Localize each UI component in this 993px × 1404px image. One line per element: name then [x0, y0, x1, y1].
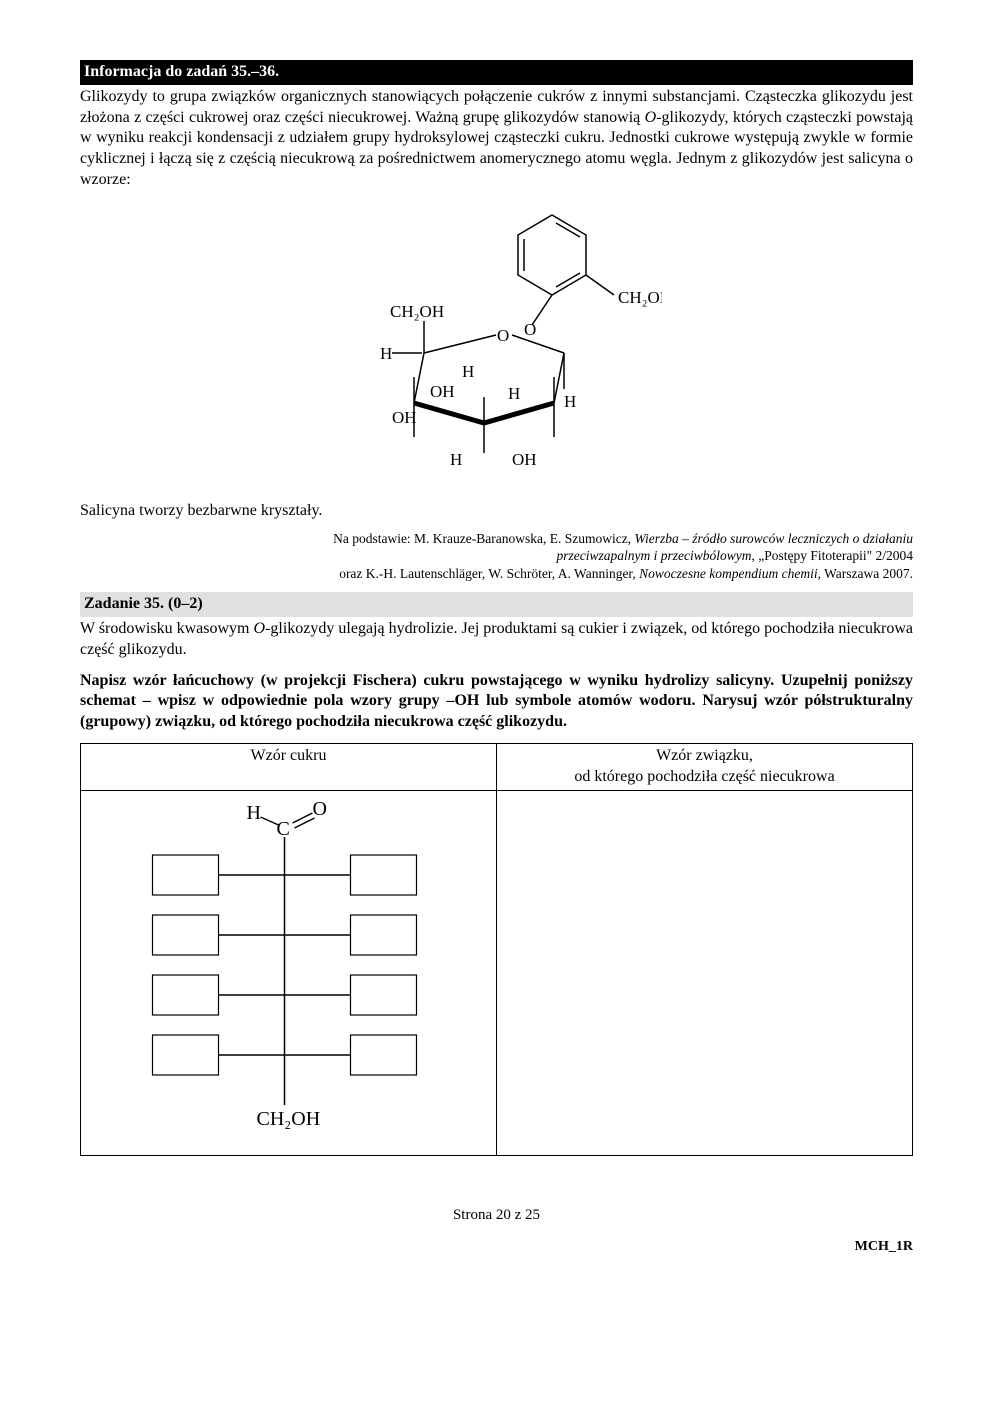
label-ch2oh-aryl: CH₂OH [618, 288, 662, 307]
label-ch2oh-ring: CH₂OH [390, 302, 444, 321]
cite-l1-ital: Wierzba – źródło surowców leczniczych o … [635, 531, 914, 546]
cite-l2-suffix: , „Postępy Fitoterapii" 2/2004 [752, 548, 914, 563]
aglycone-cell[interactable] [497, 790, 913, 1156]
col2-header-l1: Wzór związku, [656, 747, 753, 764]
fischer-c: C [277, 818, 290, 840]
label-oh-bottom: OH [512, 450, 537, 469]
label-h-right: H [564, 392, 576, 411]
col2-header-l2: od którego pochodziła część niecukrowa [574, 768, 834, 785]
label-h-1: H [380, 344, 392, 363]
task-intro: W środowisku kwasowym O-glikozydy ulegaj… [80, 619, 913, 661]
cite-l2-ital: przeciwzapalnym i przeciwbólowym [557, 548, 752, 563]
intro-paragraph: Glikozydy to grupa związków organicznych… [80, 87, 913, 191]
label-oh-left: OH [392, 408, 417, 427]
fischer-o: O [313, 798, 327, 820]
doc-id: MCH_1R [80, 1238, 913, 1256]
cite-l3-suffix: Warszawa 2007. [821, 566, 913, 581]
cite-l1-prefix: Na podstawie: M. Krauze-Baranowska, E. S… [333, 531, 634, 546]
task-instruction: Napisz wzór łańcuchowy (w projekcji Fisc… [80, 671, 913, 733]
answer-table: Wzór cukru Wzór związku, od którego poch… [80, 743, 913, 1156]
label-ring-o: O [497, 326, 509, 345]
label-glyco-o: O [524, 320, 536, 339]
citation-block: Na podstawie: M. Krauze-Baranowska, E. S… [80, 530, 913, 583]
info-header: Informacja do zadań 35.–36. [80, 60, 913, 85]
cite-l3-ital: Nowoczesne kompendium chemii, [639, 566, 821, 581]
fischer-cell: H O C [81, 790, 497, 1156]
cite-l3-prefix: oraz K.-H. Lautenschläger, W. Schröter, … [339, 566, 639, 581]
salicin-structure: CH₂OH O O CH₂OH H H OH OH H H H OH [80, 201, 913, 491]
col2-header: Wzór związku, od którego pochodziła częś… [497, 744, 913, 791]
task-header: Zadanie 35. (0–2) [80, 592, 913, 617]
salicin-caption: Salicyna tworzy bezbarwne kryształy. [80, 501, 913, 522]
label-h-c2up: H [508, 384, 520, 403]
col1-header: Wzór cukru [81, 744, 497, 791]
label-oh-inner: OH [430, 382, 455, 401]
page-footer: Strona 20 z 25 [80, 1206, 913, 1226]
label-h-inner: H [462, 362, 474, 381]
label-h-bottom: H [450, 450, 462, 469]
fischer-h: H [247, 802, 261, 824]
fischer-bottom: CH₂OH [257, 1108, 321, 1130]
